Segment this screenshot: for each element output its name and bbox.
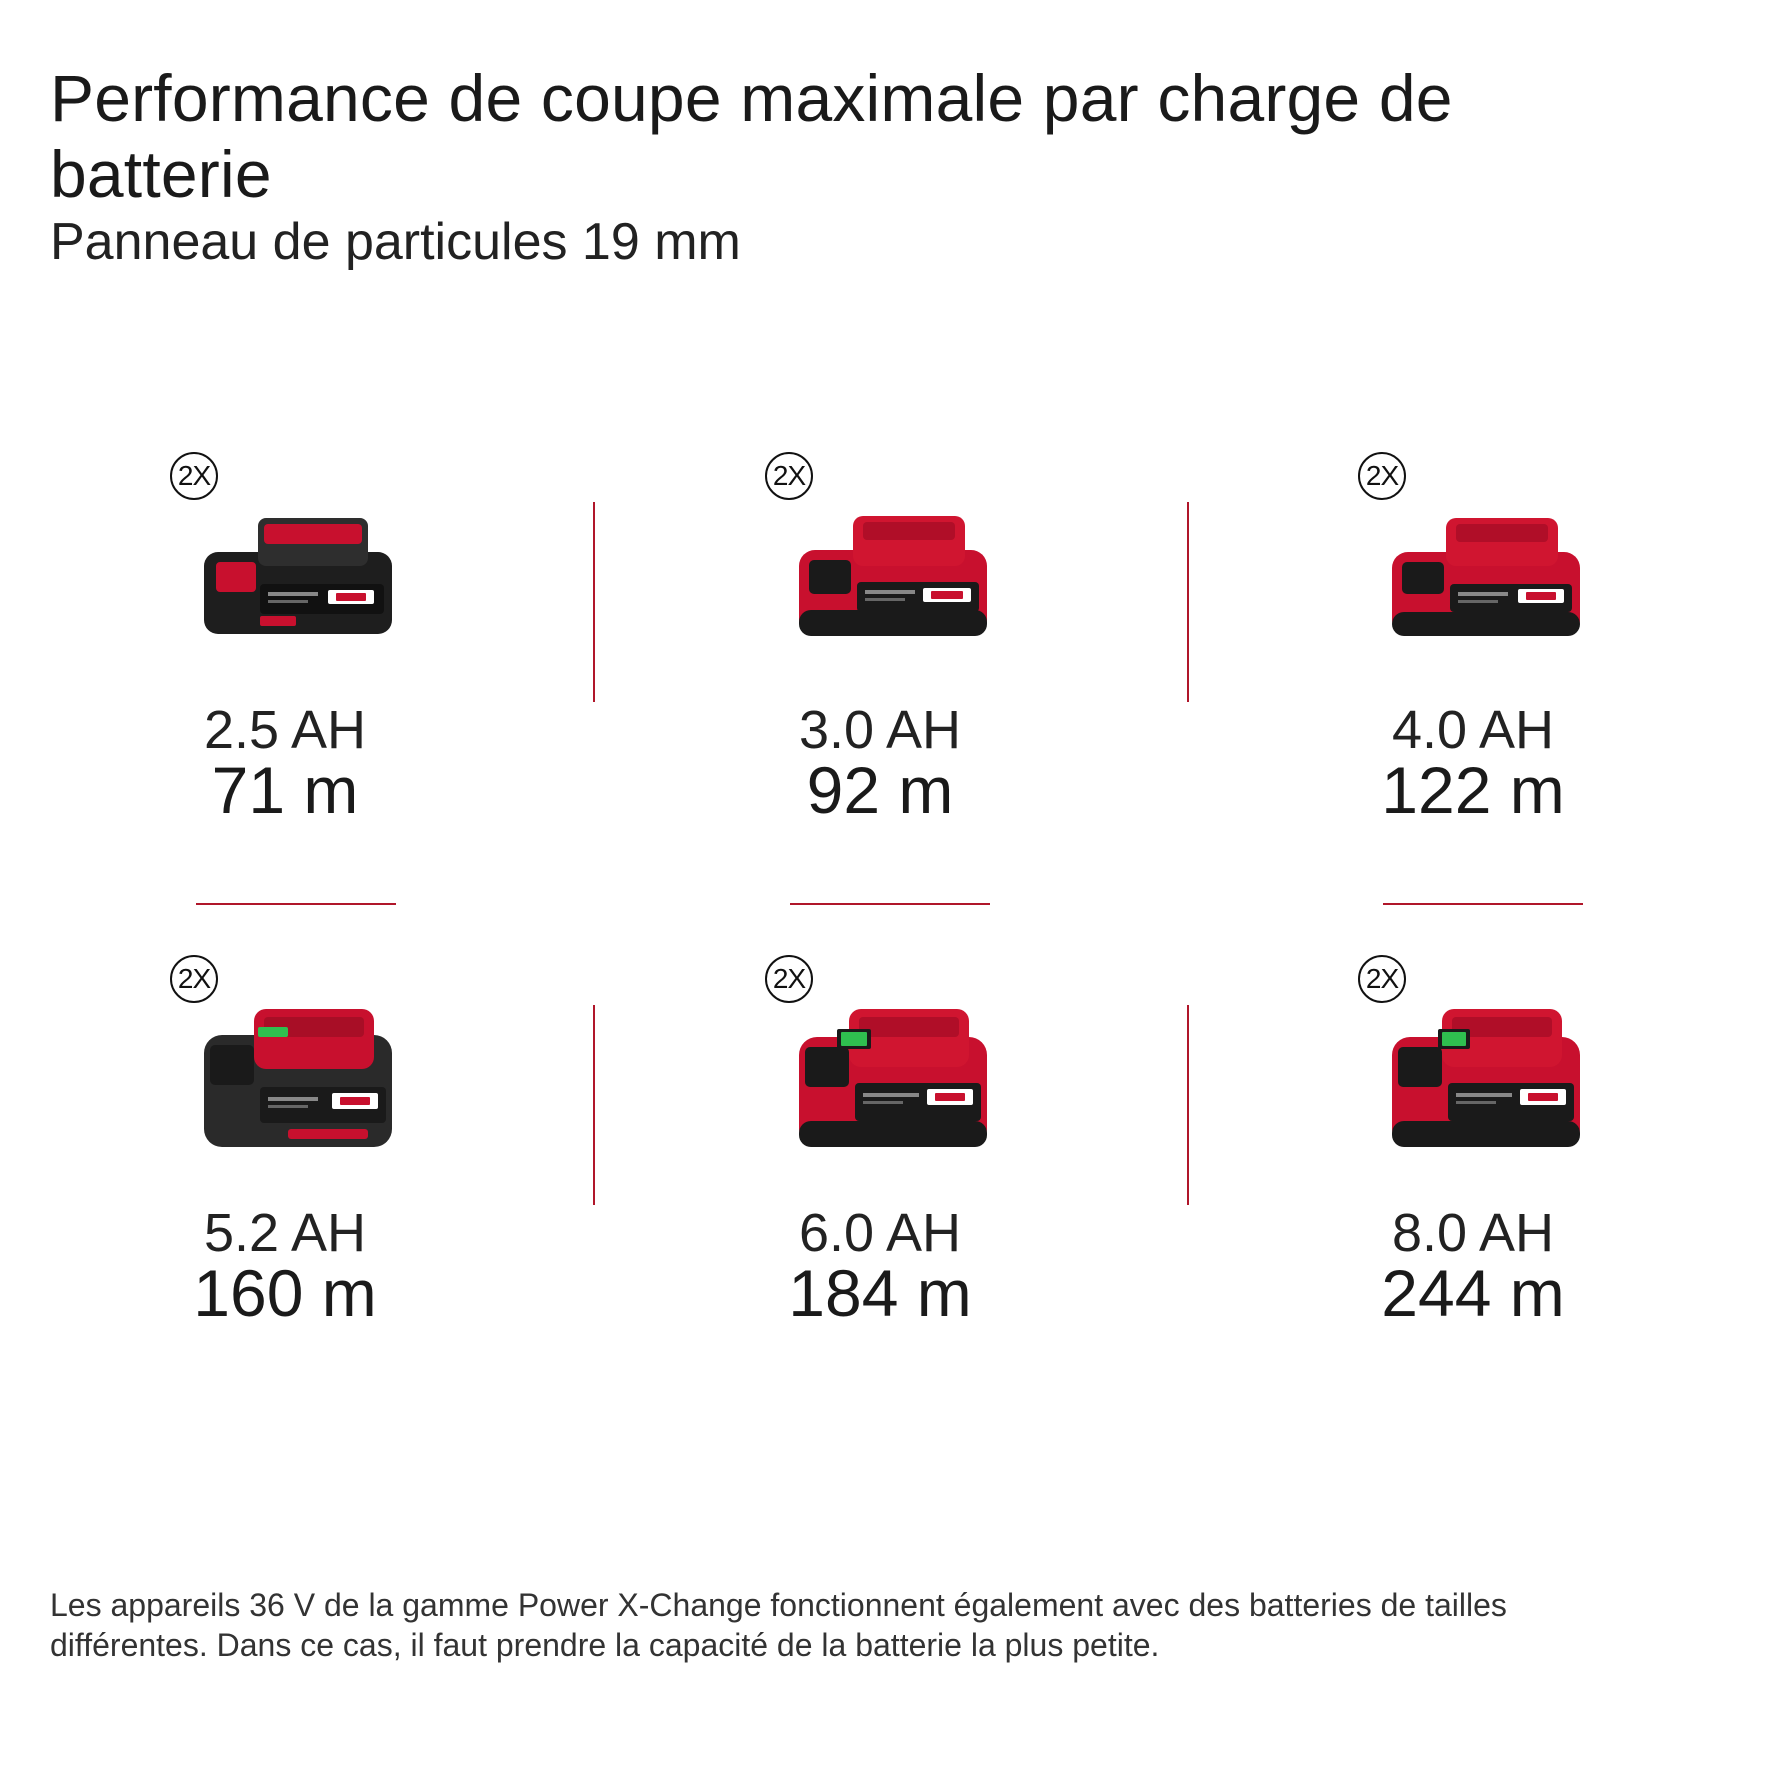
vertical-divider bbox=[1187, 502, 1189, 702]
quantity-badge: 2X bbox=[1358, 452, 1406, 500]
horizontal-divider bbox=[1383, 903, 1583, 905]
quantity-badge: 2X bbox=[765, 955, 813, 1003]
battery-pack-icon bbox=[793, 1005, 993, 1155]
horizontal-divider bbox=[790, 903, 990, 905]
page-title: Performance de coupe maximale par charge… bbox=[50, 61, 1453, 211]
battery-capacity: 2.5 AH bbox=[203, 700, 367, 760]
battery-pack-icon bbox=[198, 1005, 398, 1155]
battery-pack-icon bbox=[793, 512, 993, 642]
quantity-badge: 2X bbox=[170, 955, 218, 1003]
cutting-distance: 71 m bbox=[211, 753, 359, 827]
battery-capacity: 6.0 AH bbox=[798, 1203, 962, 1263]
battery-card: 2X 6.0 AH 184 m bbox=[765, 955, 1265, 1435]
footnote: Les appareils 36 V de la gamme Power X-C… bbox=[50, 1587, 1507, 1663]
vertical-divider bbox=[593, 502, 595, 702]
battery-capacity: 3.0 AH bbox=[798, 700, 962, 760]
battery-capacity: 4.0 AH bbox=[1391, 700, 1555, 760]
battery-pack-icon bbox=[198, 512, 398, 642]
quantity-badge: 2X bbox=[170, 452, 218, 500]
page-subtitle: Panneau de particules 19 mm bbox=[50, 213, 741, 271]
battery-pack-icon bbox=[1386, 512, 1586, 642]
cutting-distance: 184 m bbox=[788, 1256, 972, 1330]
cutting-distance: 92 m bbox=[806, 753, 954, 827]
vertical-divider bbox=[1187, 1005, 1189, 1205]
battery-capacity: 5.2 AH bbox=[203, 1203, 367, 1263]
cutting-distance: 122 m bbox=[1381, 753, 1565, 827]
quantity-badge: 2X bbox=[765, 452, 813, 500]
battery-card: 2X 5.2 AH 160 m bbox=[170, 955, 670, 1435]
battery-card: 2X 2.5 AH 71 m bbox=[170, 452, 670, 932]
cutting-distance: 160 m bbox=[193, 1256, 377, 1330]
battery-card: 2X 4.0 AH 122 m bbox=[1358, 452, 1772, 932]
cutting-distance: 244 m bbox=[1381, 1256, 1565, 1330]
battery-capacity: 8.0 AH bbox=[1391, 1203, 1555, 1263]
battery-pack-icon bbox=[1386, 1005, 1586, 1155]
quantity-badge: 2X bbox=[1358, 955, 1406, 1003]
horizontal-divider bbox=[196, 903, 396, 905]
battery-card: 2X 3.0 AH 92 m bbox=[765, 452, 1265, 932]
battery-card: 2X 8.0 AH 244 m bbox=[1358, 955, 1772, 1435]
vertical-divider bbox=[593, 1005, 595, 1205]
